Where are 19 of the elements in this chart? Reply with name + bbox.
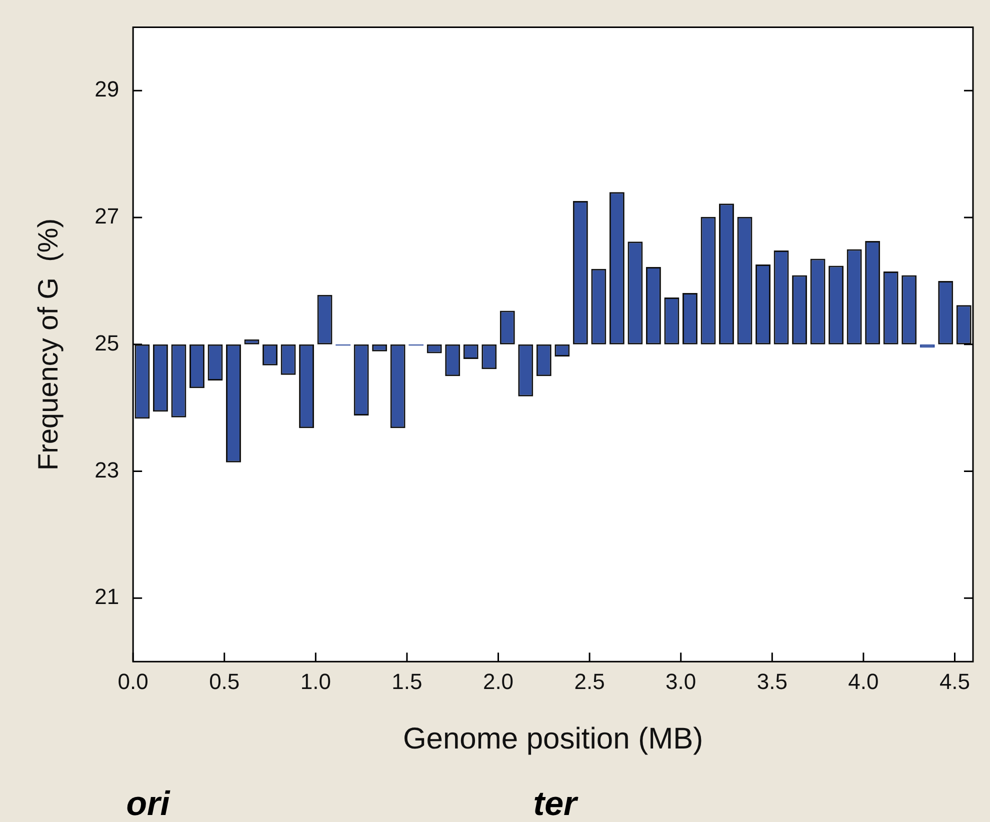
y-tick-label: 21 [94, 584, 120, 610]
x-tick-label: 4.5 [939, 668, 970, 694]
x-tick-label: 0.5 [209, 668, 240, 694]
y-tick-label: 25 [94, 330, 120, 356]
text: ter [533, 785, 578, 822]
x-axis-title: Genome position (MB) [402, 722, 704, 756]
y-tick-label: 29 [94, 76, 120, 102]
y-tick-label: 27 [94, 204, 120, 229]
y-axis-title: Frequency of G (%) [32, 218, 64, 470]
x-tick-label: 2.0 [482, 668, 514, 694]
text: ori [126, 785, 172, 822]
x-tick-label: 1.5 [392, 668, 422, 694]
x-tick-label: 1.0 [300, 668, 331, 694]
x-tick-label: 2.5 [574, 668, 605, 694]
x-tick-label: 3.0 [666, 668, 696, 694]
x-tick-label: 3.5 [756, 668, 788, 694]
x-tick-label: 0.0 [118, 668, 148, 694]
y-tick-label: 23 [94, 457, 120, 482]
x-tick-label: 4.0 [848, 668, 879, 694]
